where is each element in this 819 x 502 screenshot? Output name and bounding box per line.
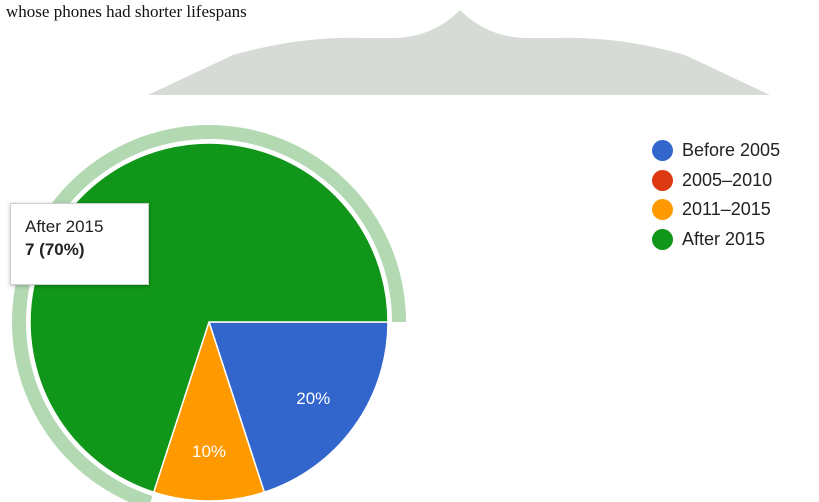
tooltip-title: After 2015 bbox=[25, 217, 104, 236]
legend-swatch bbox=[652, 228, 673, 250]
slice-label-before-2005: 20% bbox=[296, 389, 330, 408]
pie-slice-2011-2015[interactable] bbox=[152, 319, 266, 502]
legend-swatch bbox=[652, 199, 673, 221]
legend-item-2011-2015[interactable]: 2011–2015 bbox=[652, 195, 780, 225]
banner-shape bbox=[148, 10, 770, 95]
legend: Before 2005 2005–2010 2011–2015 After 20… bbox=[652, 136, 780, 254]
legend-item-before-2005[interactable]: Before 2005 bbox=[652, 136, 780, 166]
legend-label: 2005–2010 bbox=[682, 169, 773, 190]
legend-label: After 2015 bbox=[682, 228, 766, 249]
decorative-banner bbox=[148, 10, 770, 95]
legend-item-after-2015[interactable]: After 2015 bbox=[652, 225, 780, 255]
legend-item-2005-2010[interactable]: 2005–2010 bbox=[652, 166, 780, 196]
slice-label-2011-2015: 10% bbox=[192, 442, 226, 461]
chart-tooltip: After 2015 7 (70%) bbox=[10, 203, 149, 285]
legend-label: 2011–2015 bbox=[682, 199, 771, 220]
tooltip-value: 7 (70%) bbox=[25, 240, 85, 259]
pie-slice-before-2005[interactable] bbox=[207, 321, 389, 494]
legend-label: Before 2005 bbox=[682, 140, 781, 161]
document-text-fragment: whose phones had shorter lifespans bbox=[6, 2, 247, 21]
legend-swatch bbox=[652, 140, 673, 162]
legend-swatch bbox=[652, 169, 673, 191]
pie-slice-labels: 20% 10% bbox=[192, 389, 330, 461]
